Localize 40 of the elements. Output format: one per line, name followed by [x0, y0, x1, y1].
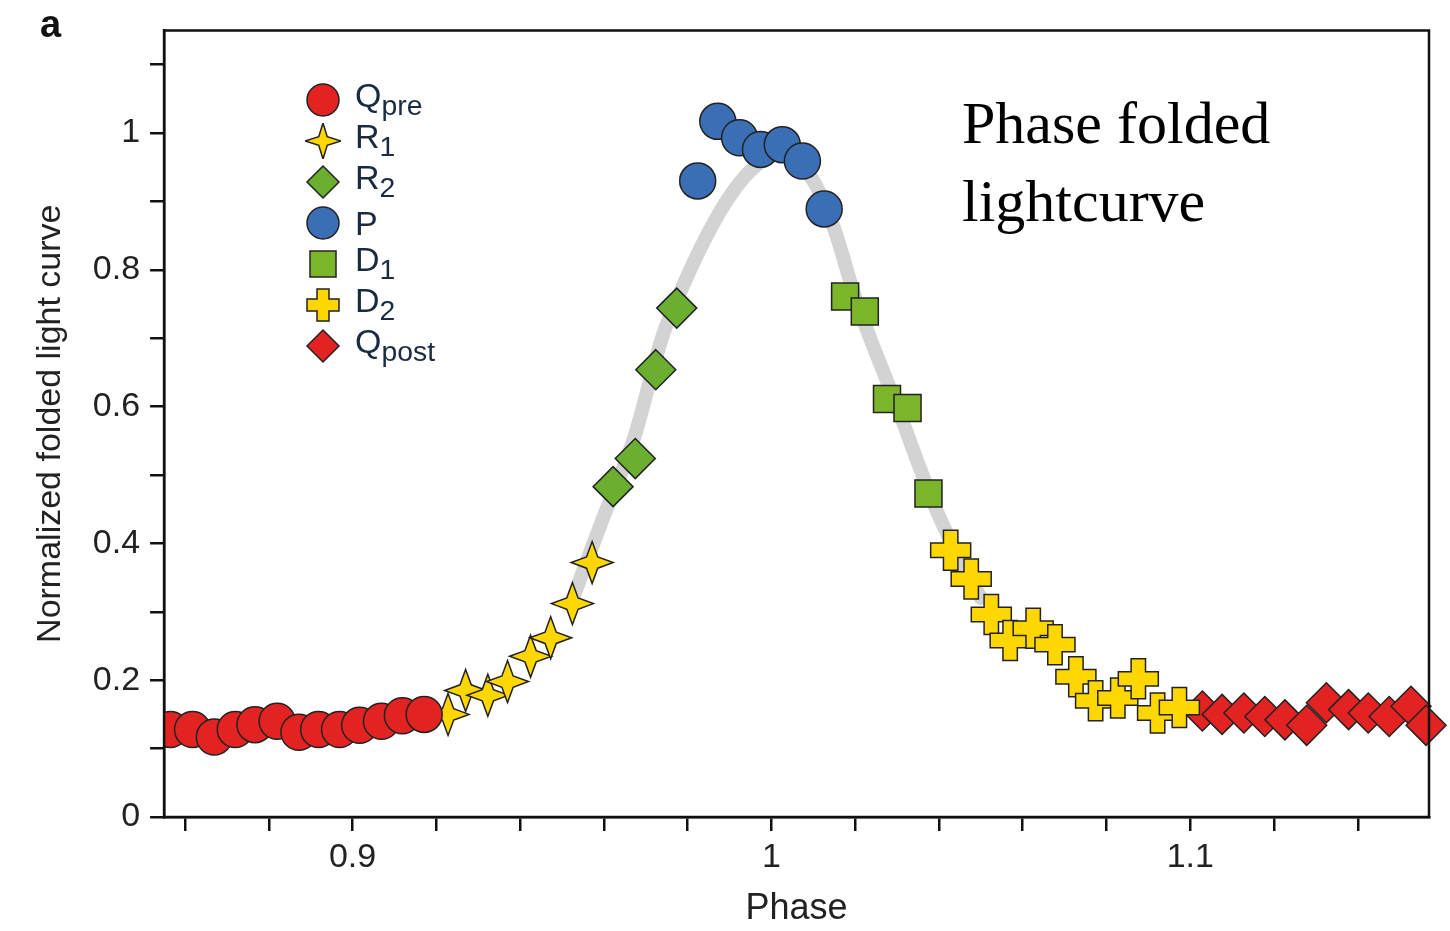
- point: [655, 287, 698, 329]
- y-tick-label: 0.4: [92, 521, 141, 560]
- point: [893, 393, 922, 423]
- point: [528, 616, 573, 660]
- point: [1405, 704, 1447, 747]
- y-tick-label: 0: [121, 795, 141, 834]
- point: [614, 437, 657, 480]
- point: [550, 581, 595, 626]
- y-tick-label: 1: [121, 111, 141, 150]
- point: [1158, 686, 1201, 729]
- point: [805, 190, 843, 228]
- point: [1055, 656, 1097, 698]
- text: a: [40, 2, 62, 46]
- x-axis-title: Phase: [745, 886, 848, 928]
- legend-label: P: [355, 204, 378, 242]
- text: Phase folded lightcurve: [962, 89, 1272, 236]
- point: [1117, 658, 1160, 700]
- y-axis-title: Normalized folded light curve: [28, 204, 67, 643]
- x-tick-label: 1: [761, 835, 781, 874]
- point: [592, 465, 634, 508]
- x-tick-label: 0.9: [328, 835, 377, 874]
- point: [678, 162, 717, 200]
- point: [508, 634, 553, 679]
- point: [783, 142, 822, 180]
- point: [1034, 623, 1076, 666]
- y-tick-label: 0.8: [92, 248, 141, 287]
- point: [914, 479, 943, 508]
- legend-label: R$_{2}$: [355, 158, 396, 205]
- point: [485, 659, 530, 704]
- point: [635, 348, 677, 391]
- point: [850, 297, 880, 326]
- y-tick-label: 0.6: [92, 384, 141, 423]
- point: [950, 558, 992, 600]
- point: [970, 593, 1013, 636]
- point: [1285, 704, 1328, 747]
- x-tick-label: 1.1: [1166, 835, 1214, 874]
- y-tick-label: 0.2: [92, 658, 141, 697]
- point: [929, 529, 972, 571]
- point: [570, 540, 614, 585]
- point: [405, 695, 443, 734]
